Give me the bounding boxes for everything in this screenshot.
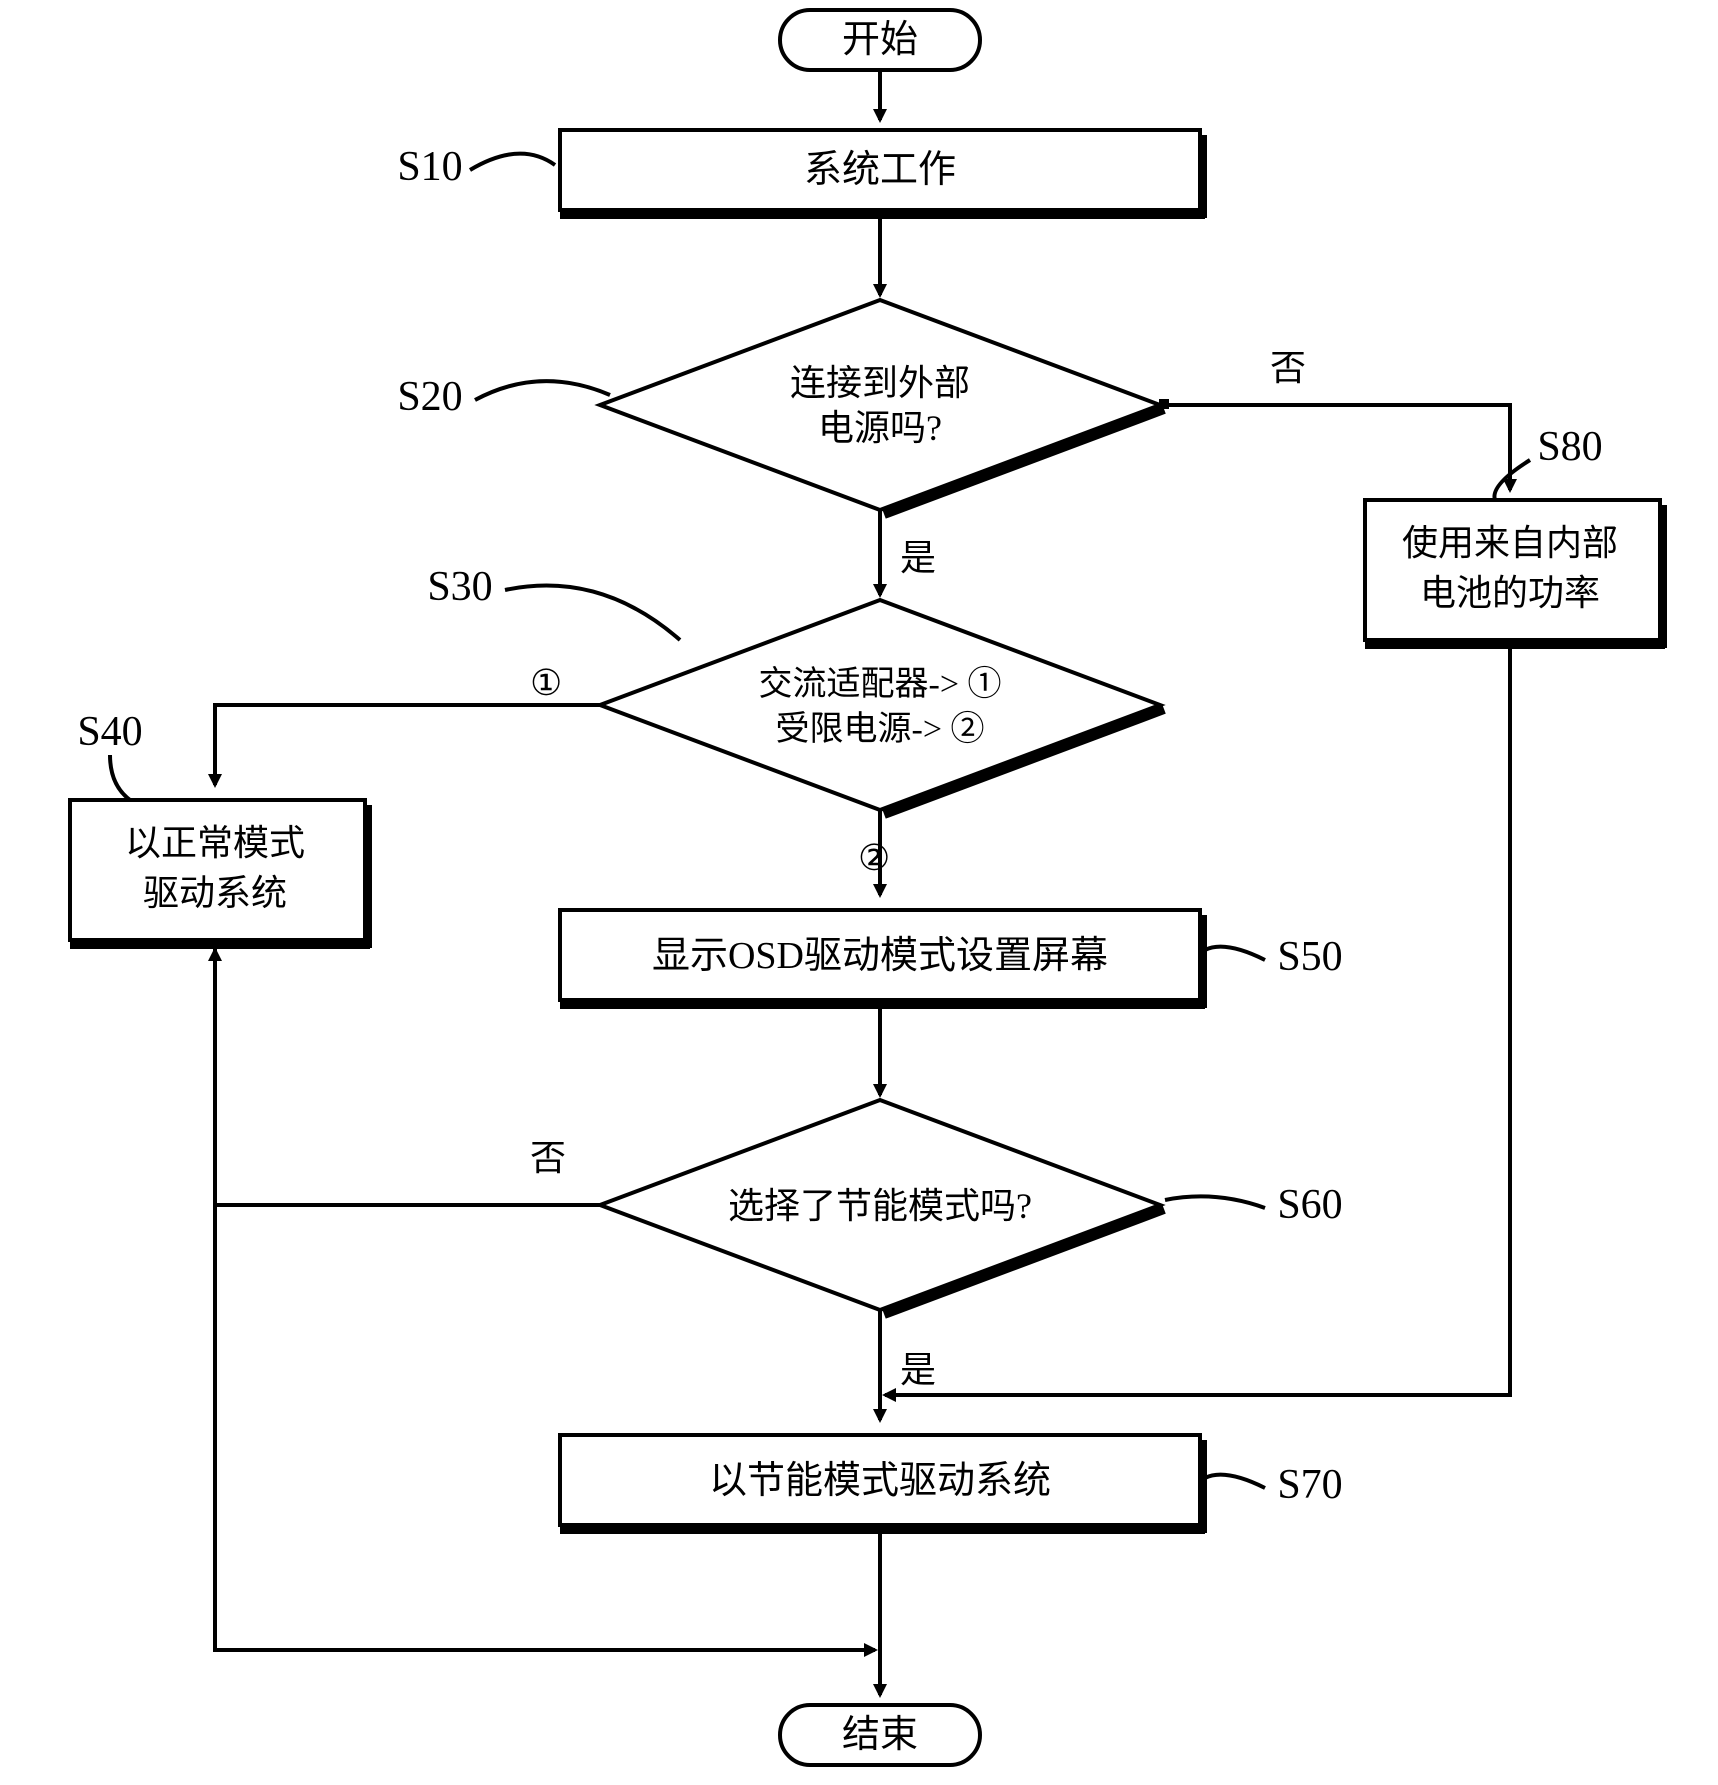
node-start: 开始 <box>780 10 980 70</box>
node-s40: 以正常模式 驱动系统 <box>70 800 370 948</box>
s10-leader <box>470 154 555 170</box>
node-s70: 以节能模式驱动系统 <box>560 1435 1205 1533</box>
node-s50: 显示OSD驱动模式设置屏幕 <box>560 910 1205 1008</box>
s70-text: 以节能模式驱动系统 <box>709 1460 1051 1502</box>
s20-leader <box>475 381 610 400</box>
s10-step: S10 <box>397 144 462 190</box>
s80-step: S80 <box>1537 424 1602 470</box>
s30-out-left: ① <box>530 663 562 703</box>
s60-leader <box>1165 1196 1265 1208</box>
s40-line1: 以正常模式 <box>125 823 305 863</box>
s50-step: S50 <box>1277 934 1342 980</box>
s20-step: S20 <box>397 374 462 420</box>
node-s10: 系统工作 <box>560 130 1205 218</box>
s30-out-bottom: ② <box>858 838 890 878</box>
s60-text: 选择了节能模式吗? <box>728 1186 1032 1226</box>
s70-leader <box>1205 1475 1265 1488</box>
edge-s30-s40 <box>215 705 600 785</box>
start-label: 开始 <box>842 19 918 61</box>
s60-step: S60 <box>1277 1182 1342 1228</box>
s60-no: 否 <box>530 1138 566 1178</box>
s40-leader <box>110 755 130 800</box>
s40-line2: 驱动系统 <box>143 873 287 913</box>
s50-leader <box>1205 947 1265 960</box>
node-s20: 连接到外部 电源吗? <box>600 300 1164 514</box>
s20-line2: 电源吗? <box>818 408 942 448</box>
node-s30: 交流适配器-> ① 受限电源-> ② <box>600 600 1164 814</box>
node-end: 结束 <box>780 1705 980 1765</box>
flowchart-canvas: 开始 系统工作 S10 连接到外部 电源吗? S20 否 是 使用来自内部 电池… <box>0 0 1718 1785</box>
s80-line2: 电池的功率 <box>1420 573 1600 613</box>
s80-leader <box>1494 460 1530 500</box>
s60-yes: 是 <box>900 1350 936 1390</box>
s20-no: 否 <box>1270 348 1306 388</box>
s40-step: S40 <box>77 709 142 755</box>
edge-s20-s80 <box>1160 405 1510 490</box>
s20-yes: 是 <box>900 538 936 578</box>
node-s60: 选择了节能模式吗? <box>600 1100 1164 1314</box>
node-s80: 使用来自内部 电池的功率 <box>1365 500 1665 648</box>
s80-line1: 使用来自内部 <box>1402 523 1618 563</box>
s10-text: 系统工作 <box>804 149 956 191</box>
edge-s40-end <box>215 940 875 1650</box>
end-label: 结束 <box>842 1714 918 1756</box>
s20-line1: 连接到外部 <box>790 363 970 403</box>
s30-leader <box>505 586 680 640</box>
s30-step: S30 <box>427 564 492 610</box>
s30-line1: 交流适配器-> ① <box>759 665 1002 703</box>
s50-text: 显示OSD驱动模式设置屏幕 <box>652 935 1108 977</box>
s30-line2: 受限电源-> ② <box>776 710 985 748</box>
s70-step: S70 <box>1277 1462 1342 1508</box>
